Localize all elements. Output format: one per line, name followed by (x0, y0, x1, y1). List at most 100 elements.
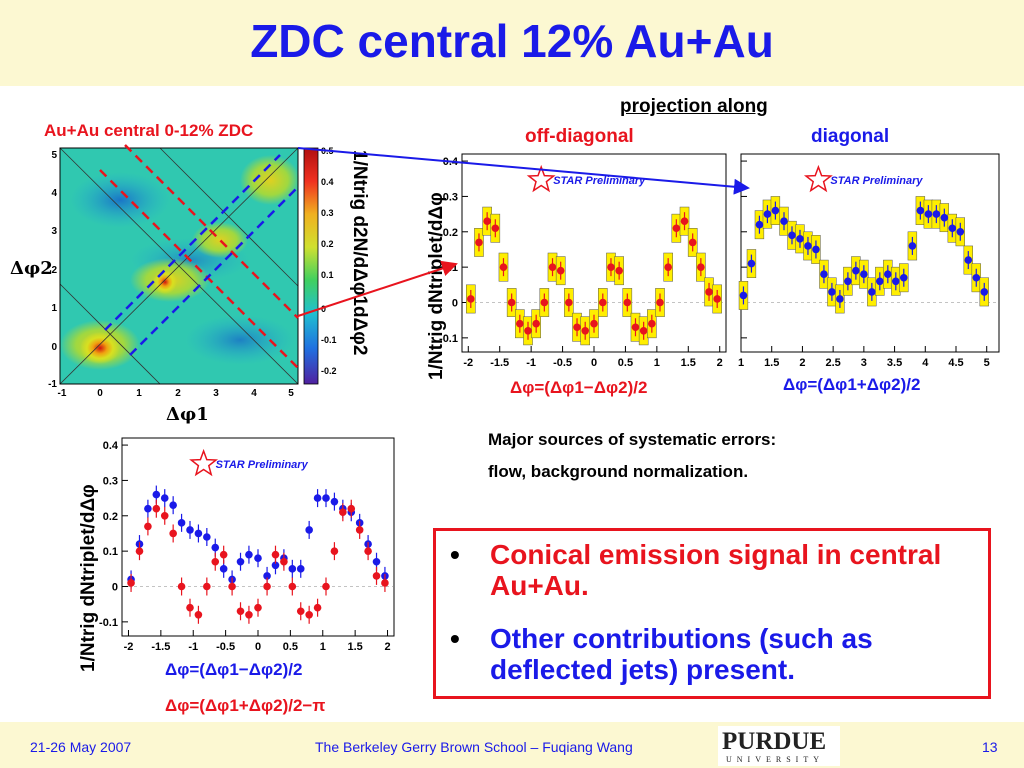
data-point (697, 263, 705, 271)
y-tick-label: 0.1 (103, 546, 118, 558)
data-point (296, 565, 305, 573)
heatmap-label: Au+Au central 0-12% ZDC (44, 121, 254, 140)
data-point (972, 273, 981, 282)
heatmap-y-tick: 3 (51, 226, 57, 237)
legend-red: Δφ=(Δφ1+Δφ2)/2−π (165, 696, 326, 715)
data-point (169, 529, 177, 538)
data-point (615, 266, 623, 275)
data-point (203, 582, 211, 591)
x-tick-label: 1 (738, 357, 744, 369)
y-tick-label: 0 (112, 582, 118, 594)
footer-page: 13 (982, 739, 998, 755)
data-point (788, 231, 796, 240)
y-tick-label: -0.1 (439, 333, 458, 345)
heatmap-x-tick: -1 (58, 388, 67, 399)
heatmap-z-axis-label: 1/Ntrig d2N/dΔφ1dΔφ2 (349, 150, 370, 356)
data-point (755, 220, 764, 229)
notes-line-2: flow, background normalization. (488, 462, 749, 481)
off-diagonal-x-label: Δφ=(Δφ1−Δφ2)/2 (510, 378, 648, 397)
footer-center: The Berkeley Gerry Brown School – Fuqian… (315, 739, 633, 755)
data-point (590, 319, 598, 328)
y-tick-label: 0.3 (443, 191, 458, 203)
heatmap-x-axis-label: Δφ1 (166, 404, 209, 425)
data-point (169, 501, 177, 509)
data-point (152, 490, 161, 499)
bullet-text: Conical emission signal in central Au+Au… (490, 539, 942, 601)
data-point (152, 504, 161, 513)
data-point (884, 270, 892, 279)
colorbar-tick: -0.2 (321, 366, 337, 376)
x-tick-label: 1.5 (764, 357, 779, 369)
star-preliminary-label: STAR Preliminary (830, 175, 923, 187)
x-tick-label: 2 (799, 357, 805, 369)
data-point (263, 582, 271, 591)
data-point (135, 547, 144, 555)
data-point (680, 217, 689, 225)
heatmap-y-tick: 4 (51, 188, 57, 199)
diagonal-x-label: Δφ=(Δφ1+Δφ2)/2 (783, 375, 921, 394)
x-tick-label: -1 (188, 641, 198, 653)
data-point (796, 235, 804, 243)
data-point (177, 519, 186, 527)
data-point (780, 217, 788, 225)
data-point (228, 582, 236, 591)
data-point (860, 270, 868, 279)
colorbar-tick: 0.2 (321, 239, 334, 249)
heatmap-x-tick: 2 (175, 388, 181, 399)
title-band (0, 0, 1024, 86)
heatmap-plot (59, 144, 300, 385)
data-point (245, 610, 253, 619)
projection-header: projection along (620, 96, 768, 117)
colorbar-tick: 0.3 (321, 208, 334, 218)
data-point (211, 543, 220, 552)
star-icon (803, 164, 833, 193)
data-point (812, 245, 820, 254)
data-point (254, 554, 262, 563)
x-tick-label: 4 (922, 357, 929, 369)
data-point (491, 224, 500, 233)
data-point (372, 557, 381, 566)
heatmap-y-tick: 2 (51, 265, 57, 276)
x-tick-label: 4.5 (948, 357, 963, 369)
x-tick-label: 3.5 (887, 357, 902, 369)
data-point (771, 206, 780, 215)
footer-date: 21-26 May 2007 (30, 739, 132, 755)
data-point (127, 579, 135, 587)
y-tick-label: -0.1 (99, 617, 118, 629)
data-point (305, 526, 313, 534)
x-tick-label: 1.5 (347, 641, 362, 653)
x-tick-label: 2 (717, 357, 723, 369)
data-point (347, 504, 356, 513)
data-point (524, 326, 532, 335)
colorbar-tick: -0.1 (321, 335, 337, 345)
data-point (924, 210, 933, 218)
data-point (940, 213, 949, 222)
x-tick-label: 1 (654, 357, 660, 369)
x-tick-label: 0.5 (283, 641, 298, 653)
data-point (828, 288, 836, 296)
y-tick-label: 0.3 (103, 475, 118, 487)
x-tick-label: 2.5 (825, 357, 840, 369)
data-point (381, 579, 389, 587)
data-point (623, 298, 632, 307)
data-point (573, 323, 581, 332)
data-point (599, 298, 607, 307)
data-point (763, 210, 772, 218)
data-point (565, 298, 573, 307)
data-point (836, 295, 844, 303)
colorbar-tick: 0.1 (321, 270, 334, 280)
data-point (219, 565, 228, 573)
data-point (194, 610, 203, 619)
colorbar-tick: 0 (321, 304, 326, 314)
data-point (639, 326, 648, 335)
data-point (271, 561, 280, 570)
data-point (254, 603, 262, 612)
heatmap-panel: -1 0 1 2 3 4 5 -1 0 1 2 3 4 5 0.5 0.4 0.… (40, 140, 350, 400)
data-point (688, 238, 697, 247)
heatmap-x-tick: 3 (213, 388, 219, 399)
data-point (322, 582, 330, 591)
x-tick-label: 1.5 (681, 357, 696, 369)
logo-main: PURDUE (722, 728, 827, 755)
data-point (548, 263, 557, 271)
heatmap-x-ticks: -1 0 1 2 3 4 5 (58, 388, 295, 399)
